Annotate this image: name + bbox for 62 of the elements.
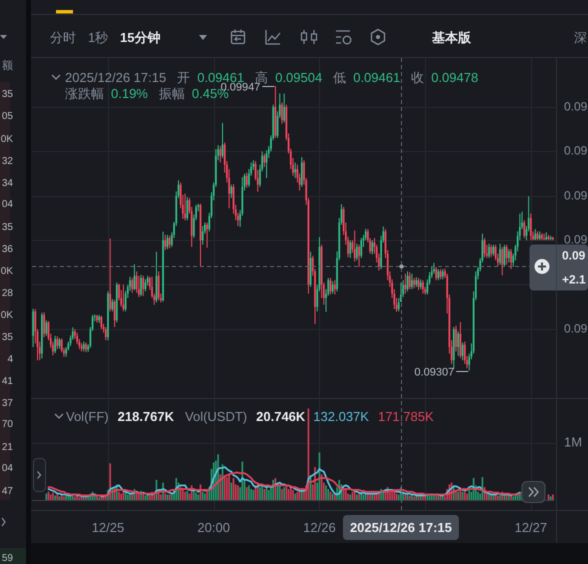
text: 0.09: [564, 322, 588, 336]
text: 0K: [0, 266, 14, 277]
text: 32: [2, 156, 14, 167]
text: 35: [2, 222, 14, 233]
text: 0.09: [562, 248, 586, 262]
text: 4: [7, 354, 14, 365]
text: 0K: [0, 134, 14, 145]
text: 基本版: [431, 30, 472, 45]
text: 0K: [0, 310, 14, 321]
x-tick-label: 12/26: [303, 520, 336, 535]
text: 1秒: [88, 30, 108, 45]
text: 1M: [564, 434, 582, 450]
x-tick-label: 12/27: [514, 520, 548, 535]
text: 0.09461: [353, 70, 400, 85]
text: 59: [2, 553, 14, 564]
text: 0.09: [564, 232, 588, 246]
annotation: Vol(USDT): [185, 409, 248, 424]
text: 34: [2, 178, 14, 189]
text: 0.09: [564, 188, 588, 202]
annotation: 0.19%: [111, 86, 148, 101]
text: 21: [2, 442, 14, 453]
text: 额: [2, 59, 13, 72]
text: 低: [333, 70, 346, 85]
text: 41: [2, 376, 14, 387]
annotation: 171.785K: [378, 409, 434, 424]
text: 28: [2, 288, 14, 299]
x-tick-label: 2025/12/26 17:15: [350, 520, 452, 535]
text: 04: [2, 463, 14, 474]
text: 15分钟: [120, 30, 160, 45]
text: 05: [2, 111, 14, 122]
text: 0.09478: [431, 70, 478, 85]
text: 深: [574, 30, 587, 45]
text: 36: [2, 244, 14, 255]
text: 04: [2, 199, 14, 210]
text: 0.09: [564, 144, 588, 158]
text: 0.09: [564, 100, 588, 114]
candlestick: [543, 234, 545, 240]
candlestick: [184, 194, 186, 220]
extreme-price-label: 0.09307: [414, 366, 469, 378]
text: 收: [411, 70, 424, 85]
text: 0.09504: [275, 70, 322, 85]
text: +2.1: [562, 272, 586, 286]
candlestick: [206, 222, 208, 248]
text: 开: [177, 70, 190, 85]
annotation: 218.767K: [118, 409, 175, 424]
annotation: 涨跌幅: [65, 86, 104, 101]
x-tick-label: 12/25: [92, 520, 124, 535]
text: 分时: [50, 30, 76, 45]
text: 35: [2, 332, 14, 343]
text: 47: [2, 486, 14, 497]
x-tick-label: 20:00: [197, 520, 230, 535]
annotation: 振幅: [158, 86, 185, 101]
candlestick: [122, 284, 124, 312]
text: 35: [2, 89, 14, 100]
text: 70: [2, 419, 14, 430]
text: 2025/12/26 17:15: [65, 70, 166, 85]
annotation: Vol(FF): [66, 409, 109, 424]
annotation: 0.09307: [414, 366, 454, 378]
text: 高: [255, 70, 268, 85]
text: 37: [2, 398, 14, 409]
annotation: 132.037K: [313, 409, 370, 424]
annotation: 20.746K: [256, 409, 306, 424]
